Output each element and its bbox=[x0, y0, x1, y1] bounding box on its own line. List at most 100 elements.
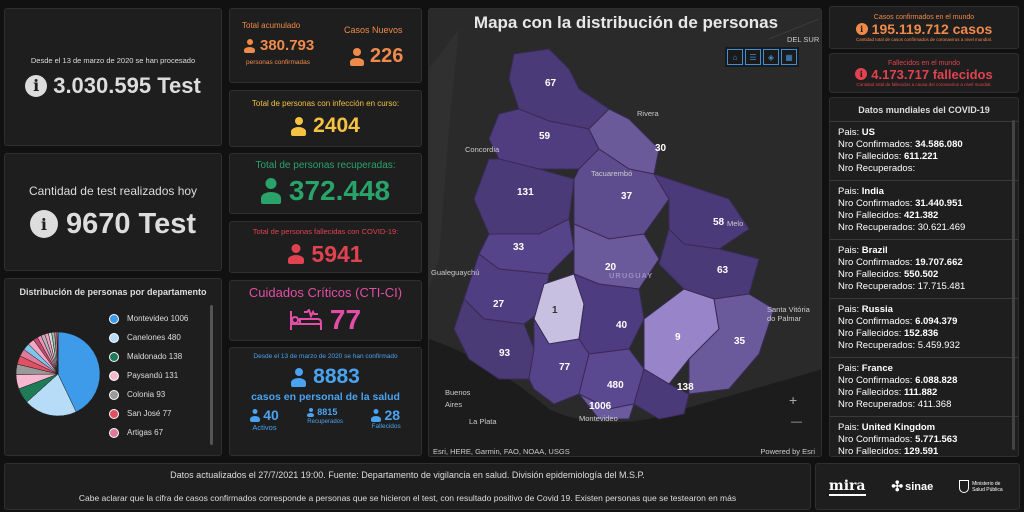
map-label-soriano: 27 bbox=[493, 299, 505, 310]
country-name: Pais: Russia bbox=[838, 304, 893, 315]
new-cases-value: 226 bbox=[370, 45, 404, 67]
list-icon[interactable]: ☰ bbox=[745, 49, 761, 65]
legend-label: Paysandú 131 bbox=[127, 371, 179, 380]
logos-panel: mira ✣ sinae Ministerio de Salud Pública bbox=[815, 463, 1020, 510]
map-powered-by[interactable]: Powered by Esri bbox=[760, 447, 815, 456]
country-row[interactable]: Pais: Brazil Nro Confirmados: 19.707.662 N… bbox=[830, 240, 1018, 299]
recovered-value: 372.448 bbox=[288, 175, 391, 206]
hospital-bed-icon bbox=[289, 309, 322, 330]
legend-label: Maldonado 138 bbox=[127, 352, 183, 361]
map-canvas[interactable] bbox=[429, 9, 822, 457]
health-deceased-label: Fallecidos bbox=[371, 423, 401, 430]
sinae-logo[interactable]: ✣ sinae bbox=[891, 478, 933, 495]
map-label-artigas: 67 bbox=[545, 78, 557, 89]
footer-note-text: Cabe aclarar que la cifra de casos confi… bbox=[78, 493, 737, 503]
legend-item[interactable]: Canelones 480 bbox=[109, 328, 213, 347]
info-icon: i bbox=[25, 74, 48, 97]
legend-item[interactable]: San José 77 bbox=[109, 404, 213, 423]
world-confirmed-sub: Cantidad total de casos confirmados de c… bbox=[855, 36, 993, 42]
country-row[interactable]: Pais: India Nro Confirmados: 31.440.951 Nr… bbox=[830, 181, 1018, 240]
legend-label: San José 77 bbox=[127, 409, 172, 418]
scrollbar[interactable] bbox=[210, 305, 213, 445]
legend-item[interactable]: Montevideo 1006 bbox=[109, 309, 213, 328]
pie-slice[interactable] bbox=[57, 331, 101, 413]
legend-dot bbox=[109, 332, 119, 343]
country-confirmed: Nro Confirmados: 19.707.662 bbox=[838, 257, 963, 268]
health-active-label: Activos bbox=[252, 423, 277, 432]
country-row[interactable]: Pais: United Kingdom Nro Confirmados: 5.7… bbox=[830, 417, 1018, 457]
world-deaths-value: 4.173.717 fallecidos bbox=[871, 66, 993, 82]
country-row[interactable]: Pais: US Nro Confirmados: 34.586.080 Nro F… bbox=[830, 122, 1018, 181]
country-row[interactable]: Pais: Russia Nro Confirmados: 6.094.379 Nr… bbox=[830, 299, 1018, 358]
msp-logo-text: Ministerio de Salud Pública bbox=[972, 480, 1003, 493]
home-icon[interactable]: ⌂ bbox=[727, 49, 743, 65]
map-label-rocha: 35 bbox=[734, 336, 746, 347]
map-label-maldonado: 138 bbox=[677, 382, 694, 393]
place-label: Concordia bbox=[465, 145, 500, 154]
legend-item[interactable]: Paysandú 131 bbox=[109, 366, 213, 385]
cumulative-value: 380.793 bbox=[260, 37, 315, 54]
world-confirmed-title: Casos confirmados en el mundo bbox=[873, 13, 975, 21]
country-row[interactable]: Pais: France Nro Confirmados: 6.088.828 Nr… bbox=[830, 358, 1018, 417]
legend-dot bbox=[109, 408, 119, 419]
map-label-colonia: 93 bbox=[499, 348, 511, 359]
world-deaths-panel: Fallecidos en el mundo i 4.173.717 falle… bbox=[829, 53, 1019, 93]
legend-dot bbox=[109, 370, 119, 381]
person-icon bbox=[260, 178, 281, 204]
person-icon bbox=[250, 408, 261, 422]
map-attribution: Esri, HERE, Garmin, FAO, NOAA, USGS bbox=[433, 447, 570, 456]
total-tests-caption: Desde el 13 de marzo de 2020 se han proc… bbox=[30, 55, 196, 65]
person-icon bbox=[371, 408, 382, 422]
cumulative-title: Total acumulado bbox=[242, 21, 301, 30]
active-title: Total de personas con infección en curso… bbox=[251, 99, 400, 108]
place-label: Montevideo bbox=[579, 414, 618, 423]
departments-panel: Distribución de personas por departament… bbox=[4, 278, 222, 456]
place-label: Santa Vitória do Palmar bbox=[767, 305, 810, 323]
map-label-paysandu: 131 bbox=[517, 187, 534, 198]
legend-item[interactable]: Maldonado 138 bbox=[109, 347, 213, 366]
health-recovered-label: Recuperados bbox=[307, 419, 343, 425]
country-name: Pais: United Kingdom bbox=[838, 422, 936, 433]
map-label-tacuarembo: 37 bbox=[621, 191, 633, 202]
legend-item[interactable]: Artigas 67 bbox=[109, 423, 213, 442]
mira-logo[interactable]: mira bbox=[828, 477, 866, 496]
world-data-list: Pais: US Nro Confirmados: 34.586.080 Nro F… bbox=[830, 121, 1018, 457]
deaths-panel: Total de personas fallecidas con COVID-1… bbox=[229, 221, 422, 273]
departments-title: Distribución de personas por departament… bbox=[19, 287, 207, 297]
zoom-out-button[interactable]: — bbox=[791, 416, 802, 428]
health-active-value: 40 bbox=[263, 407, 279, 423]
place-label: Buenos Aires bbox=[445, 388, 471, 409]
person-icon bbox=[291, 116, 307, 136]
pie-slice[interactable] bbox=[26, 373, 77, 417]
info-icon: i bbox=[855, 68, 868, 80]
cumulative-panel: Total acumulado 380.793 personas confirm… bbox=[229, 8, 422, 83]
msp-logo[interactable]: Ministerio de Salud Pública bbox=[959, 480, 1006, 493]
country-name: Pais: France bbox=[838, 363, 893, 374]
country-deaths: Nro Fallecidos: 129.591 bbox=[838, 446, 939, 457]
map-label-salto: 59 bbox=[539, 131, 551, 142]
legend-label: Montevideo 1006 bbox=[127, 314, 189, 323]
critical-care-panel: Cuidados Críticos (CTI-CI) 77 bbox=[229, 280, 422, 341]
country-name: Pais: US bbox=[838, 127, 875, 138]
country-name: Pais: Brazil bbox=[838, 245, 888, 256]
world-confirmed-panel: Casos confirmados en el mundo i 195.119.… bbox=[829, 6, 1019, 49]
map-label-lavalleja: 9 bbox=[675, 332, 681, 343]
map-title: Mapa con la distribución de personas bbox=[473, 13, 779, 32]
country-confirmed: Nro Confirmados: 5.771.563 bbox=[838, 434, 958, 445]
country-recovered: Nro Recuperados: 17.715.481 bbox=[838, 281, 966, 292]
map-toolbar: ⌂ ☰ ◈ ▦ bbox=[725, 47, 799, 67]
total-tests-value: 3.030.595 Test bbox=[53, 72, 201, 98]
place-label: Melo bbox=[727, 219, 744, 228]
legend-item[interactable]: Colonia 93 bbox=[109, 385, 213, 404]
layers-icon[interactable]: ◈ bbox=[763, 49, 779, 65]
map-panel[interactable]: Mapa con la distribución de personas ⌂ ☰… bbox=[428, 8, 822, 457]
country-confirmed: Nro Confirmados: 6.094.379 bbox=[838, 316, 958, 327]
country-confirmed: Nro Confirmados: 34.586.080 bbox=[838, 139, 963, 150]
health-staff-panel: Desde el 13 de marzo de 2020 se han conf… bbox=[229, 347, 422, 456]
zoom-in-button[interactable]: + bbox=[789, 392, 798, 408]
scrollbar[interactable] bbox=[1012, 120, 1015, 450]
place-label: URUGUAY bbox=[609, 271, 654, 280]
grid-icon[interactable]: ▦ bbox=[781, 49, 797, 65]
country-deaths: Nro Fallecidos: 611.221 bbox=[838, 151, 938, 162]
map-label-rio-negro: 33 bbox=[513, 242, 525, 253]
